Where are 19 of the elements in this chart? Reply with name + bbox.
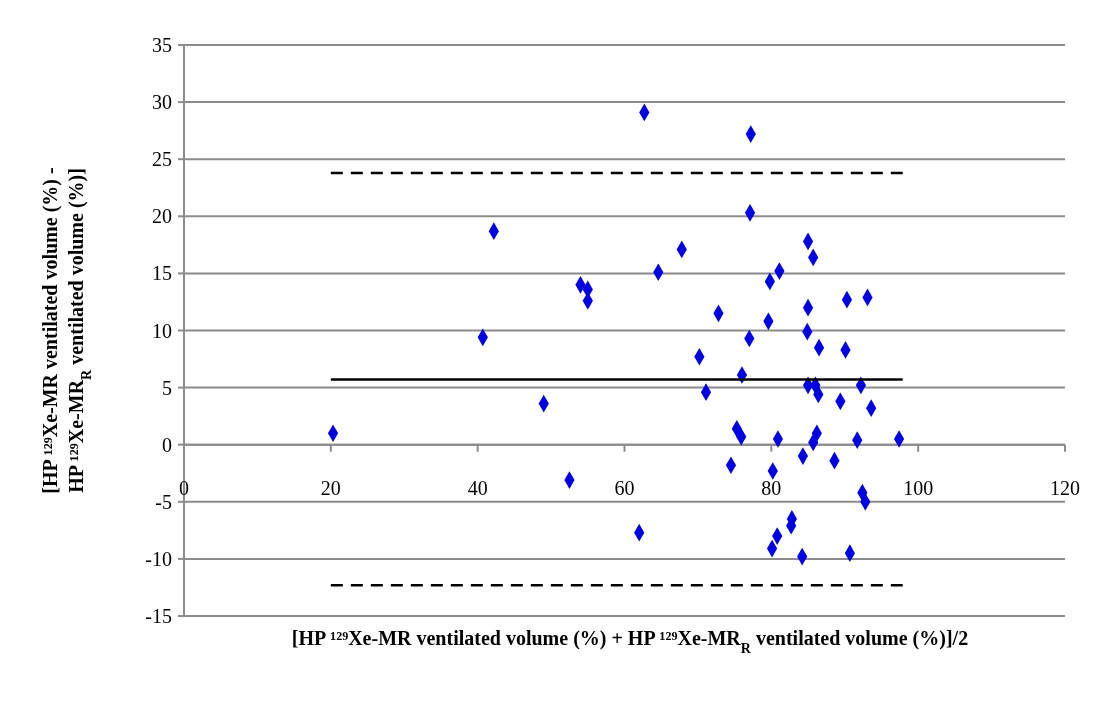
y-tick-label: 25: [152, 148, 172, 171]
y-tick-label: 30: [152, 91, 172, 114]
x-tick-label: 100: [903, 476, 934, 499]
x-tick-label: 60: [614, 476, 635, 499]
x-tick-label: 40: [467, 476, 488, 499]
x-tick-label: 80: [761, 476, 782, 499]
x-axis-title: [HP ¹²⁹Xe-MR ventilated volume (%) + HP ¹²⁹Xe-MR$_{R}$ ventilated volume (%)]/2: [291, 627, 969, 656]
y-tick-label: -10: [145, 547, 172, 570]
y-tick-label: 15: [152, 262, 172, 285]
y-tick-label: 35: [152, 34, 172, 56]
y-tick-label: 5: [162, 376, 172, 399]
y-tick-label: -15: [145, 605, 172, 627]
x-tick-label: 0: [179, 476, 189, 499]
y-tick-label: 0: [162, 433, 172, 456]
y-tick-label: -5: [155, 490, 172, 513]
x-tick-label: 20: [320, 476, 341, 499]
y-tick-label: 20: [152, 205, 172, 228]
y-tick-label: 10: [152, 319, 172, 342]
x-tick-label: 120: [1050, 476, 1080, 499]
